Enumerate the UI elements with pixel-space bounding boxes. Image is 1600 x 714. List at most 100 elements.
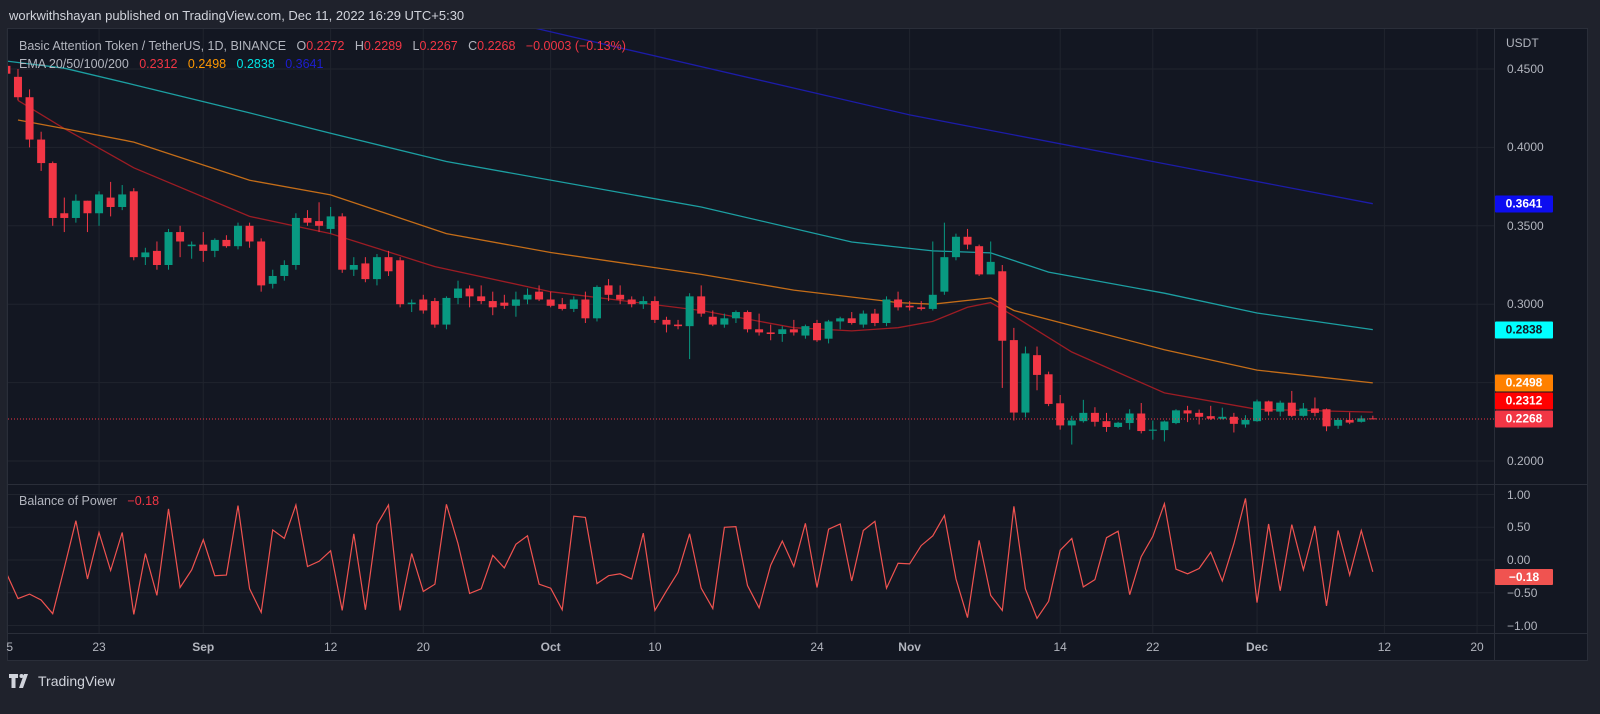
candle[interactable] <box>199 232 208 262</box>
candle[interactable] <box>1206 405 1215 420</box>
candle[interactable] <box>616 285 625 305</box>
candle[interactable] <box>106 181 115 217</box>
candle[interactable] <box>813 319 821 342</box>
candle[interactable] <box>372 254 381 286</box>
candle[interactable] <box>118 185 127 211</box>
candle[interactable] <box>789 319 798 336</box>
candle[interactable] <box>1264 400 1273 416</box>
candle[interactable] <box>83 200 92 233</box>
candle[interactable] <box>396 257 405 308</box>
candle[interactable] <box>905 301 914 311</box>
candle[interactable] <box>743 310 752 333</box>
candle[interactable] <box>766 324 775 341</box>
candle[interactable] <box>720 313 729 328</box>
candle[interactable] <box>25 89 34 148</box>
candle[interactable] <box>801 324 810 339</box>
candle[interactable] <box>500 294 509 309</box>
candle[interactable] <box>257 238 266 292</box>
candle[interactable] <box>1253 399 1262 422</box>
candle[interactable] <box>836 316 845 330</box>
candle[interactable] <box>558 297 567 311</box>
candle[interactable] <box>1090 407 1099 427</box>
candle[interactable] <box>1299 402 1308 417</box>
candle[interactable] <box>662 316 671 333</box>
candle[interactable] <box>650 296 659 324</box>
candle[interactable] <box>639 296 648 309</box>
candle[interactable] <box>1195 409 1204 425</box>
candle[interactable] <box>1310 397 1319 417</box>
candle[interactable] <box>1241 415 1250 428</box>
candle[interactable] <box>361 257 370 283</box>
candle[interactable] <box>315 202 324 233</box>
candle[interactable] <box>569 296 578 313</box>
candle[interactable] <box>338 213 347 273</box>
candle[interactable] <box>1125 409 1134 430</box>
candle[interactable] <box>60 197 69 233</box>
candle[interactable] <box>604 279 613 302</box>
candle[interactable] <box>859 310 868 328</box>
candle[interactable] <box>928 241 937 311</box>
candle[interactable] <box>164 228 173 270</box>
candle[interactable] <box>546 291 555 308</box>
candle[interactable] <box>384 250 393 276</box>
candle[interactable] <box>1056 394 1065 430</box>
candle[interactable] <box>847 312 856 325</box>
symbol-legend[interactable]: Basic Attention Token / TetherUS, 1D, BI… <box>19 39 626 53</box>
candle[interactable] <box>951 233 960 261</box>
candle[interactable] <box>37 131 46 171</box>
candle[interactable] <box>291 213 300 270</box>
candle[interactable] <box>245 222 254 248</box>
candle[interactable] <box>1345 412 1354 425</box>
candle[interactable] <box>1044 371 1053 407</box>
candle[interactable] <box>917 301 926 311</box>
candle[interactable] <box>303 210 312 226</box>
candle[interactable] <box>13 69 22 101</box>
ema-legend[interactable]: EMA 20/50/100/200 0.2312 0.2498 0.2838 0… <box>19 57 323 71</box>
candle[interactable] <box>454 280 463 305</box>
candle[interactable] <box>488 291 497 316</box>
candle[interactable] <box>731 310 740 324</box>
candle[interactable] <box>1229 412 1238 433</box>
candle[interactable] <box>176 225 185 258</box>
candle[interactable] <box>419 294 428 314</box>
candle[interactable] <box>210 238 219 258</box>
candle[interactable] <box>1334 417 1343 429</box>
symbol-title[interactable]: Basic Attention Token / TetherUS, 1D, BI… <box>19 39 287 53</box>
candle[interactable] <box>870 308 879 327</box>
candle[interactable] <box>986 241 995 275</box>
candle[interactable] <box>1287 390 1296 418</box>
candle[interactable] <box>1009 327 1018 421</box>
candle[interactable] <box>940 222 949 295</box>
candle[interactable] <box>1137 402 1146 434</box>
candle[interactable] <box>326 206 335 234</box>
candle[interactable] <box>1067 415 1076 445</box>
bop-line[interactable] <box>6 498 1374 620</box>
candle[interactable] <box>268 269 277 289</box>
candle[interactable] <box>1102 412 1111 432</box>
candle[interactable] <box>581 291 590 324</box>
candle[interactable] <box>975 244 984 276</box>
candle[interactable] <box>152 241 161 270</box>
candle[interactable] <box>511 291 520 317</box>
candle[interactable] <box>95 191 104 226</box>
candle[interactable] <box>71 194 80 223</box>
candle[interactable] <box>234 222 242 250</box>
candle[interactable] <box>280 260 289 281</box>
candle[interactable] <box>222 235 231 248</box>
candle[interactable] <box>685 293 694 360</box>
candle[interactable] <box>1160 420 1169 442</box>
candle[interactable] <box>465 285 474 308</box>
bop-legend[interactable]: Balance of Power −0.18 <box>19 494 159 508</box>
candle[interactable] <box>2 50 11 84</box>
ema-line-ema50[interactable] <box>17 119 1373 384</box>
candle[interactable] <box>824 319 833 344</box>
candle[interactable] <box>708 310 717 327</box>
candle[interactable] <box>1368 415 1377 420</box>
candle[interactable] <box>1114 421 1123 429</box>
candle[interactable] <box>535 285 544 302</box>
candle[interactable] <box>778 326 787 342</box>
candle[interactable] <box>1171 409 1180 425</box>
ema-line-ema100[interactable] <box>0 60 1373 331</box>
candle[interactable] <box>349 257 358 276</box>
